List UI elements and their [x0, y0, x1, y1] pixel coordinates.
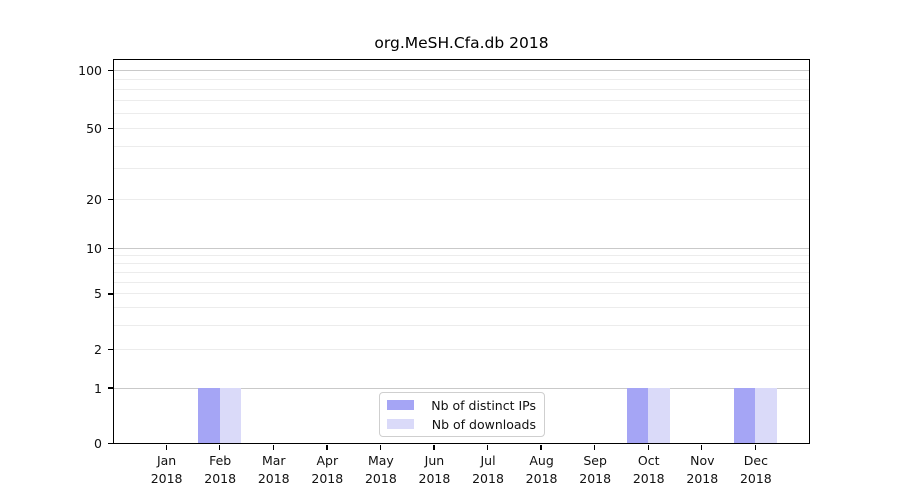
major-gridline	[114, 128, 809, 129]
minor-gridline	[114, 255, 809, 256]
year-label: 2018	[257, 471, 290, 486]
x-tick-label: Aug 2018	[502, 452, 582, 488]
x-tick-label: Jan 2018	[127, 452, 207, 488]
major-gridline	[114, 388, 809, 389]
minor-gridline	[114, 113, 809, 114]
x-tick-mark	[219, 445, 221, 450]
x-tick-mark	[540, 445, 542, 450]
legend: Nb of distinct IPs Nb of downloads	[379, 392, 545, 437]
minor-gridline	[114, 325, 809, 326]
major-gridline	[114, 293, 809, 294]
year-label: 2018	[632, 471, 665, 486]
x-tick-label: Jul 2018	[448, 452, 528, 488]
legend-label: Nb of downloads	[431, 416, 536, 432]
major-gridline	[114, 70, 809, 71]
major-gridline	[114, 349, 809, 350]
major-gridline	[114, 248, 809, 249]
year-label: 2018	[150, 471, 183, 486]
bar-distinct-ips	[626, 388, 649, 443]
y-tick-mark	[108, 387, 113, 389]
x-tick-mark	[594, 445, 596, 450]
minor-gridline	[114, 272, 809, 273]
month-label: Nov	[690, 453, 715, 468]
month-label: Mar	[261, 453, 286, 468]
major-gridline	[114, 199, 809, 200]
x-tick-label: Nov 2018	[662, 452, 742, 488]
y-tick-label: 100	[78, 62, 102, 78]
y-tick-mark	[108, 348, 113, 351]
y-tick-label: 20	[86, 191, 102, 207]
legend-item: Nb of distinct IPs	[387, 398, 536, 413]
y-tick-mark	[108, 127, 113, 130]
year-label: 2018	[311, 471, 344, 486]
minor-gridline	[114, 282, 809, 283]
y-tick-mark	[108, 442, 113, 445]
y-tick-label: 50	[86, 120, 102, 136]
x-tick-label: Jun 2018	[394, 452, 474, 488]
month-label: Sep	[583, 453, 607, 468]
y-tick-label: 1	[94, 380, 102, 396]
y-tick-label: 2	[94, 341, 102, 357]
bar-downloads	[755, 388, 777, 443]
year-label: 2018	[579, 471, 612, 486]
x-tick-mark	[379, 445, 382, 450]
x-tick-mark	[326, 445, 328, 450]
minor-gridline	[114, 168, 809, 169]
x-tick-mark	[433, 445, 435, 450]
minor-gridline	[114, 307, 809, 308]
year-label: 2018	[364, 471, 397, 486]
x-tick-label: Feb 2018	[180, 452, 260, 488]
y-tick-mark	[108, 247, 113, 249]
minor-gridline	[114, 263, 809, 264]
y-tick-label: 0	[94, 436, 102, 451]
bar-downloads	[648, 388, 670, 443]
x-tick-mark	[486, 445, 489, 450]
x-tick-mark	[754, 445, 757, 450]
month-label: Apr	[316, 453, 339, 468]
x-tick-mark	[647, 445, 649, 450]
month-label: May	[367, 453, 394, 468]
minor-gridline	[114, 79, 809, 80]
year-label: 2018	[686, 471, 719, 486]
x-tick-mark	[272, 445, 274, 450]
legend-label: Nb of distinct IPs	[431, 397, 536, 413]
minor-gridline	[114, 89, 809, 90]
chart-title: org.MeSH.Cfa.db 2018	[374, 34, 549, 52]
bar-downloads	[219, 388, 242, 443]
minor-gridline	[114, 100, 809, 101]
x-tick-label: Sep 2018	[555, 452, 635, 488]
year-label: 2018	[204, 471, 237, 486]
x-tick-label: Oct 2018	[609, 452, 689, 488]
year-label: 2018	[418, 471, 451, 486]
month-label: Jul	[480, 453, 496, 468]
x-tick-mark	[701, 445, 703, 450]
year-label: 2018	[525, 471, 558, 486]
month-label: Aug	[529, 453, 554, 468]
month-label: Oct	[637, 453, 660, 468]
month-label: Jun	[424, 453, 445, 468]
month-label: Feb	[209, 453, 232, 468]
x-tick-label: Mar 2018	[234, 452, 314, 488]
x-tick-label: Apr 2018	[287, 452, 367, 488]
legend-swatch	[387, 419, 414, 429]
y-tick-mark	[108, 293, 113, 295]
month-label: Dec	[743, 453, 768, 468]
legend-item: Nb of downloads	[387, 417, 536, 432]
x-tick-label: Dec 2018	[716, 452, 796, 488]
plot-area	[108, 59, 810, 450]
legend-swatch	[387, 400, 414, 410]
x-tick-mark	[165, 445, 167, 450]
minor-gridline	[114, 146, 809, 147]
year-label: 2018	[739, 471, 772, 486]
y-tick-mark	[108, 69, 113, 71]
year-label: 2018	[472, 471, 504, 486]
y-tick-mark	[108, 198, 113, 200]
month-label: Jan	[156, 453, 177, 468]
bar-distinct-ips	[198, 388, 220, 443]
bar-distinct-ips	[733, 388, 756, 443]
y-tick-label: 10	[86, 240, 102, 256]
x-tick-label: May 2018	[341, 452, 421, 488]
y-tick-label: 5	[94, 286, 102, 302]
